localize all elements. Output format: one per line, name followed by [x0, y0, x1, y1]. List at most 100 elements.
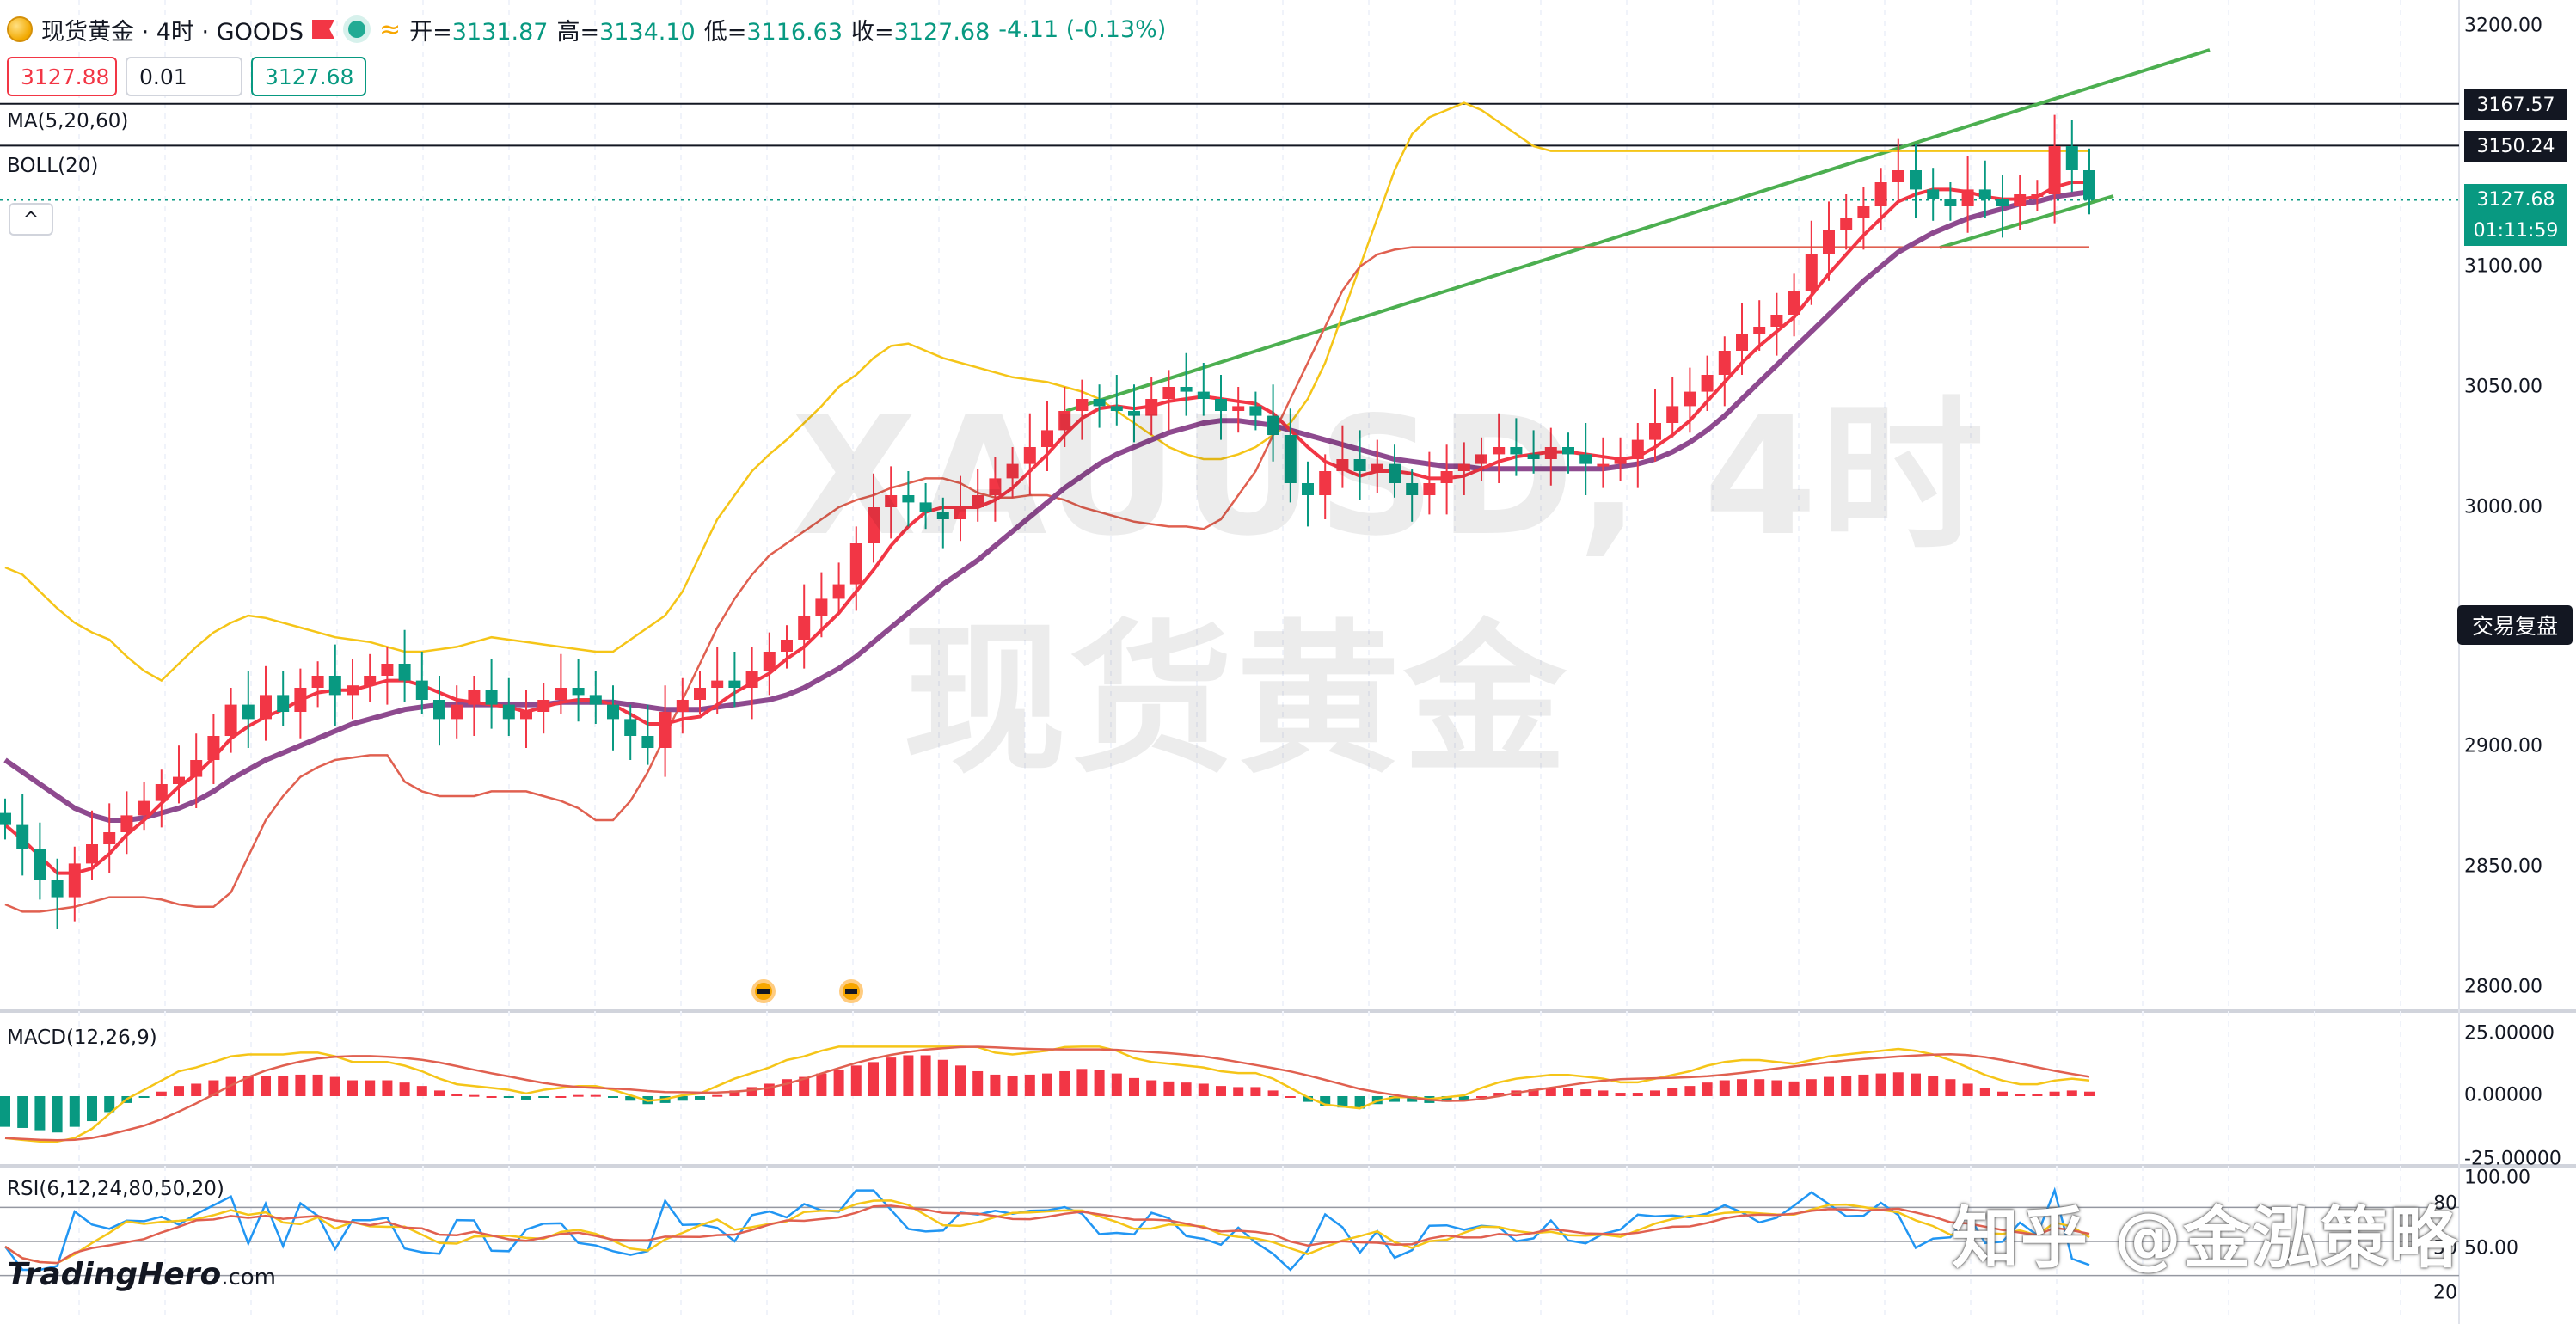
- macd-histogram-bar: [972, 1070, 984, 1096]
- rsi-tick: 20: [2433, 1282, 2457, 1304]
- macd-histogram-bar: [469, 1094, 480, 1097]
- macd-histogram-bar: [573, 1094, 584, 1097]
- macd-histogram-bar: [1181, 1082, 1192, 1096]
- macd-histogram-bar: [174, 1086, 184, 1096]
- price-tick: 2850.00: [2464, 855, 2542, 878]
- candle-body: [1996, 199, 2009, 206]
- macd-histogram-bar: [2066, 1090, 2077, 1096]
- high-price-tag: 3167.57: [2464, 89, 2567, 120]
- candle-body: [347, 685, 359, 696]
- candle-body: [311, 676, 324, 688]
- macd-histogram-bar: [399, 1082, 410, 1096]
- logo-name: TradingHero: [7, 1257, 222, 1292]
- candle-body: [1910, 170, 1922, 190]
- macd-histogram-bar: [538, 1096, 549, 1098]
- candle-body: [485, 690, 498, 705]
- symbol-title[interactable]: 现货黄金 · 4时 · GOODS: [41, 18, 304, 46]
- macd-histogram-bar: [850, 1065, 862, 1096]
- candle-body: [502, 704, 515, 720]
- candle-body: [555, 688, 567, 700]
- macd-histogram-bar: [1632, 1093, 1643, 1096]
- macd-histogram-bar: [382, 1080, 393, 1096]
- rsi-indicator-label[interactable]: RSI(6,12,24,80,50,20): [7, 1178, 224, 1200]
- macd-histogram-bar: [1216, 1086, 1226, 1096]
- candle-body: [1736, 334, 1748, 351]
- candle-body: [190, 760, 203, 777]
- candle-body: [1874, 182, 1887, 206]
- macd-histogram-bar: [1806, 1079, 1817, 1096]
- candle-body: [451, 704, 463, 720]
- macd-histogram-bar: [52, 1096, 63, 1133]
- candle-body: [1006, 463, 1019, 479]
- candle-body: [815, 598, 828, 616]
- change-value: -4.11 (-0.13%): [998, 15, 1167, 43]
- candle-body: [1614, 459, 1627, 464]
- buy-button[interactable]: 3127.68: [251, 57, 366, 96]
- rsi-tick: 80: [2433, 1192, 2457, 1215]
- macd-tick: 25.00000: [2464, 1022, 2555, 1045]
- candle-body: [1232, 406, 1245, 411]
- candle-body: [520, 712, 532, 720]
- macd-tick: -25.00000: [2464, 1148, 2561, 1170]
- candle-body: [260, 695, 272, 720]
- candle-body: [2014, 194, 2027, 206]
- symbol-watermark: XAUUSD, 4时: [791, 382, 1988, 572]
- macd-histogram-bar: [486, 1096, 497, 1098]
- candle-body: [936, 512, 949, 519]
- wave-icon: ≈: [379, 14, 402, 45]
- candle-body: [2048, 146, 2061, 194]
- candle-body: [0, 812, 11, 825]
- macd-histogram-bar: [347, 1080, 358, 1096]
- candle-body: [51, 880, 64, 898]
- macd-histogram-bar: [1650, 1090, 1660, 1096]
- macd-histogram-bar: [955, 1065, 966, 1096]
- collapse-indicators-button[interactable]: ^: [9, 203, 53, 236]
- candle-body: [572, 688, 585, 696]
- rsi-tick: 100.00: [2464, 1167, 2530, 1189]
- candle-body: [207, 736, 220, 760]
- last-price-tag: 3127.68: [2464, 184, 2567, 215]
- ma-indicator-label[interactable]: MA(5,20,60): [7, 110, 129, 132]
- candle-body: [224, 704, 237, 736]
- price-tick: 3200.00: [2464, 15, 2542, 37]
- low-label: 低=: [703, 18, 747, 46]
- candle-body: [1336, 459, 1349, 471]
- candle-body: [328, 676, 341, 696]
- tradinghero-logo[interactable]: TradingHero.com: [7, 1257, 276, 1292]
- open-label: 开=: [409, 18, 452, 46]
- macd-histogram-bar: [555, 1096, 567, 1098]
- candle-body: [1493, 447, 1506, 455]
- rsi6-line: [3, 1186, 2090, 1272]
- macd-histogram-bar: [886, 1057, 897, 1096]
- macd-histogram-bar: [746, 1087, 757, 1096]
- candle-body: [954, 507, 966, 519]
- candle-body: [1649, 423, 1661, 440]
- boll-indicator-label[interactable]: BOLL(20): [7, 155, 99, 177]
- macd-histogram-bar: [2049, 1091, 2060, 1096]
- candle-body: [86, 844, 98, 864]
- sell-button[interactable]: 3127.88: [7, 57, 117, 96]
- macd-histogram-bar: [712, 1094, 723, 1097]
- macd-histogram-bar: [2084, 1091, 2095, 1096]
- replay-button[interactable]: 交易复盘: [2457, 605, 2573, 645]
- candle-body: [1527, 454, 1540, 459]
- macd-histogram-bar: [1076, 1069, 1088, 1096]
- macd-histogram-bar: [1476, 1096, 1487, 1098]
- legend-header: 现货黄金 · 4时 · GOODS ≈ 开=3131.87 高=3134.10 …: [0, 7, 1166, 52]
- candle-body: [1353, 459, 1366, 471]
- price-tick: 2800.00: [2464, 976, 2542, 998]
- candle-body: [1927, 189, 1940, 199]
- macd-histogram-bar: [365, 1080, 376, 1096]
- flag-icon[interactable]: [312, 20, 335, 39]
- macd-histogram-bar: [1007, 1076, 1018, 1096]
- candle-body: [138, 800, 150, 816]
- open-value: 3131.87: [451, 18, 549, 46]
- candle-body: [919, 502, 932, 512]
- macd-indicator-label[interactable]: MACD(12,26,9): [7, 1027, 157, 1049]
- macd-histogram-bar: [1545, 1088, 1556, 1096]
- candle-body: [1544, 447, 1557, 459]
- quantity-input[interactable]: 0.01: [126, 57, 242, 96]
- candle-body: [1110, 406, 1123, 411]
- candle-body: [1267, 415, 1279, 435]
